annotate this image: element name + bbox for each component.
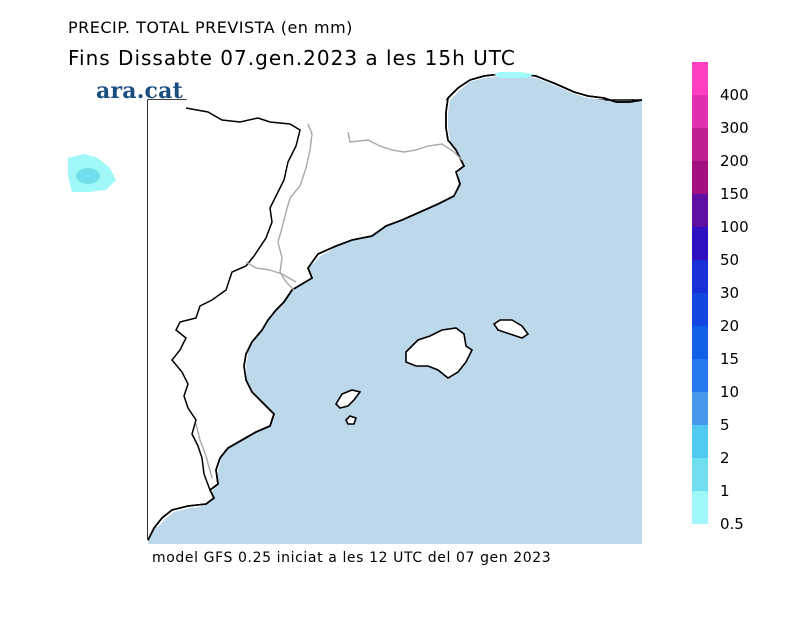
chart-title: PRECIP. TOTAL PREVISTA (en mm) bbox=[68, 18, 353, 37]
legend-label: 0.5 bbox=[720, 515, 744, 533]
island-menorca bbox=[492, 319, 530, 339]
legend-swatch bbox=[692, 392, 708, 425]
legend-label: 15 bbox=[720, 350, 740, 368]
legend-label: 100 bbox=[720, 218, 749, 236]
island-formentera bbox=[345, 415, 358, 425]
inland-region bbox=[148, 100, 460, 540]
legend-swatch bbox=[692, 227, 708, 260]
legend-swatch bbox=[692, 95, 708, 128]
model-run-caption: model GFS 0.25 iniciat a les 12 UTC del … bbox=[152, 550, 552, 566]
coastline-top bbox=[147, 73, 643, 541]
legend-label: 2 bbox=[720, 449, 730, 467]
west-boundary bbox=[171, 107, 301, 491]
sea-overlay bbox=[150, 76, 642, 544]
island-mallorca bbox=[405, 327, 474, 379]
legend-label: 50 bbox=[720, 251, 740, 269]
legend-label: 200 bbox=[720, 152, 749, 170]
legend-swatch bbox=[692, 260, 708, 293]
legend-label: 20 bbox=[720, 317, 740, 335]
legend-swatch bbox=[692, 425, 708, 458]
legend-label: 10 bbox=[720, 383, 740, 401]
precip-area-north bbox=[494, 72, 534, 78]
legend-swatch bbox=[692, 458, 708, 491]
legend-swatch bbox=[692, 128, 708, 161]
legend-swatch bbox=[692, 491, 708, 524]
legend-label: 30 bbox=[720, 284, 740, 302]
internal-border-1 bbox=[277, 123, 313, 291]
ara-cat-logo[interactable]: ara.cat bbox=[96, 78, 183, 104]
legend-label: 5 bbox=[720, 416, 730, 434]
legend-label: 1 bbox=[720, 482, 730, 500]
precip-area-west-core bbox=[76, 168, 100, 184]
island-ibiza bbox=[334, 389, 362, 409]
legend-swatch bbox=[692, 161, 708, 194]
legend-swatch bbox=[692, 62, 708, 95]
internal-border-4 bbox=[195, 423, 213, 479]
internal-border-3 bbox=[245, 261, 297, 283]
legend-label: 400 bbox=[720, 86, 749, 104]
legend-swatch bbox=[692, 293, 708, 326]
internal-border-2 bbox=[347, 131, 463, 161]
legend-label: 300 bbox=[720, 119, 749, 137]
forecast-time-subtitle: Fins Dissabte 07.gen.2023 a les 15h UTC bbox=[68, 46, 516, 70]
legend-label: 150 bbox=[720, 185, 749, 203]
legend-swatch bbox=[692, 326, 708, 359]
legend-swatch bbox=[692, 359, 708, 392]
legend-swatch bbox=[692, 194, 708, 227]
